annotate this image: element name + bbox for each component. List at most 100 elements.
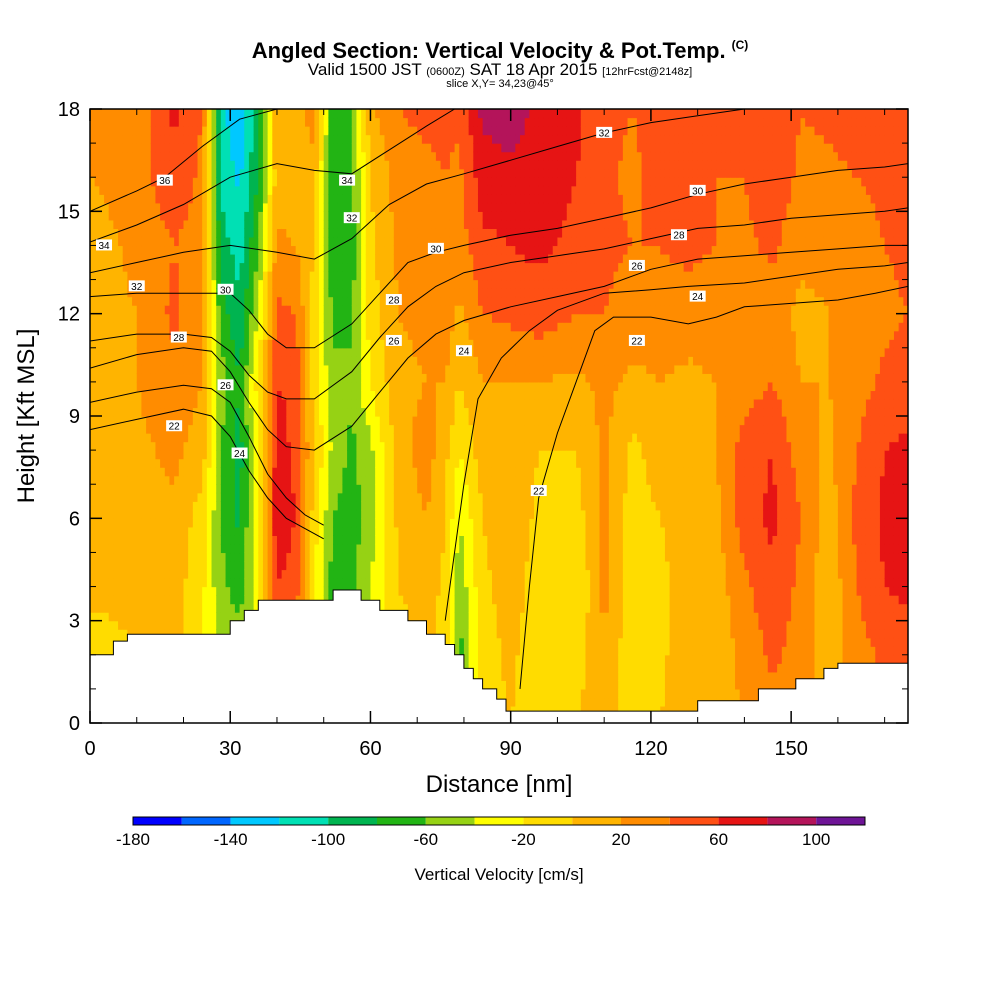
velocity-cell — [351, 416, 358, 426]
velocity-cell — [393, 288, 400, 298]
velocity-cell — [286, 134, 292, 144]
velocity-cell — [113, 518, 119, 528]
velocity-cell — [309, 143, 315, 153]
velocity-cell — [347, 160, 353, 170]
velocity-cell — [267, 194, 273, 204]
velocity-cell — [379, 271, 386, 281]
velocity-cell — [178, 467, 185, 477]
velocity-cell — [365, 586, 372, 596]
velocity-cell — [407, 578, 414, 588]
velocity-cell — [389, 245, 395, 255]
velocity-cell — [136, 450, 143, 460]
velocity-cell — [183, 373, 189, 383]
velocity-cell — [141, 526, 147, 536]
velocity-cell — [323, 330, 329, 340]
velocity-cell — [160, 518, 166, 528]
velocity-cell — [248, 177, 255, 187]
velocity-cell — [323, 586, 329, 596]
velocity-cell — [328, 450, 334, 460]
velocity-cell — [113, 143, 119, 153]
velocity-cell — [220, 535, 227, 545]
velocity-cell — [323, 501, 329, 511]
velocity-cell — [305, 526, 311, 536]
velocity-cell — [225, 492, 231, 502]
velocity-cell — [146, 441, 152, 451]
velocity-cell — [108, 347, 114, 357]
velocity-cell — [141, 177, 147, 187]
velocity-cell — [267, 253, 273, 264]
velocity-cell — [216, 313, 222, 323]
velocity-cell — [234, 168, 241, 178]
velocity-cell — [141, 586, 147, 596]
velocity-cell — [197, 151, 203, 161]
velocity-cell — [300, 450, 306, 460]
velocity-cell — [90, 612, 96, 622]
velocity-cell — [141, 313, 147, 323]
velocity-cell — [272, 262, 278, 272]
velocity-cell — [104, 569, 110, 579]
velocity-cell — [393, 560, 400, 571]
velocity-cell — [403, 177, 409, 187]
velocity-cell — [314, 330, 320, 340]
velocity-cell — [216, 109, 222, 119]
velocity-cell — [347, 467, 353, 477]
velocity-cell — [393, 168, 400, 178]
velocity-cell — [323, 543, 329, 554]
velocity-cell — [328, 109, 334, 119]
velocity-cell — [314, 424, 320, 434]
velocity-cell — [286, 313, 292, 323]
velocity-cell — [248, 467, 255, 477]
velocity-cell — [160, 526, 166, 536]
velocity-cell — [216, 620, 222, 630]
velocity-cell — [211, 134, 217, 144]
velocity-cell — [239, 398, 245, 409]
velocity-cell — [164, 569, 171, 579]
velocity-cell — [393, 109, 400, 119]
velocity-cell — [234, 492, 241, 502]
velocity-cell — [164, 578, 171, 588]
velocity-cell — [379, 279, 386, 289]
velocity-cell — [389, 126, 395, 136]
velocity-cell — [90, 501, 96, 511]
velocity-cell — [281, 236, 287, 247]
velocity-cell — [384, 450, 390, 460]
velocity-cell — [295, 416, 301, 426]
velocity-cell — [216, 296, 222, 306]
velocity-cell — [244, 305, 250, 315]
velocity-cell — [272, 134, 278, 144]
velocity-cell — [146, 211, 152, 221]
velocity-cell — [132, 330, 138, 340]
velocity-cell — [216, 236, 222, 247]
velocity-cell — [276, 492, 283, 502]
velocity-cell — [276, 501, 283, 511]
velocity-cell — [272, 151, 278, 161]
velocity-cell — [412, 552, 418, 562]
velocity-cell — [155, 185, 161, 195]
velocity-cell — [178, 296, 185, 306]
velocity-cell — [272, 364, 278, 374]
velocity-cell — [192, 364, 199, 374]
velocity-cell — [118, 168, 124, 178]
velocity-cell — [375, 586, 381, 596]
velocity-cell — [132, 620, 138, 630]
velocity-cell — [286, 475, 292, 485]
velocity-cell — [379, 194, 386, 204]
velocity-cell — [216, 492, 222, 502]
velocity-cell — [104, 305, 110, 315]
velocity-cell — [127, 143, 133, 153]
velocity-cell — [342, 228, 348, 238]
velocity-cell — [192, 424, 199, 434]
velocity-cell — [160, 322, 166, 332]
velocity-cell — [253, 143, 259, 153]
velocity-cell — [248, 390, 255, 400]
velocity-cell — [342, 501, 348, 511]
velocity-cell — [146, 177, 152, 187]
velocity-cell — [192, 228, 199, 238]
velocity-cell — [393, 160, 400, 170]
velocity-cell — [290, 535, 297, 545]
velocity-cell — [328, 279, 334, 289]
velocity-cell — [309, 296, 315, 306]
velocity-cell — [160, 117, 166, 127]
velocity-cell — [356, 467, 362, 477]
velocity-cell — [262, 543, 269, 554]
